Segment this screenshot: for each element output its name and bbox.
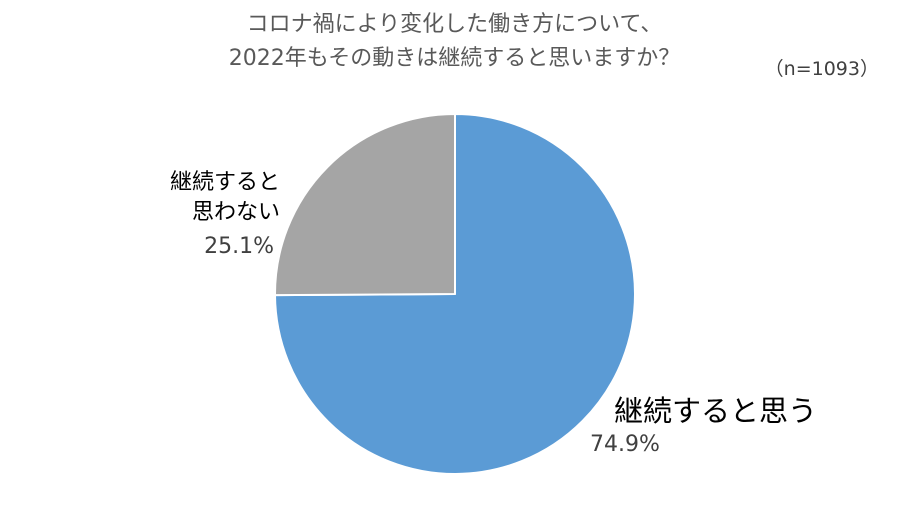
slice-value-do-not-continue: 25.1%: [204, 234, 274, 259]
chart-title: コロナ禍により変化した働き方について、 2022年もその動きは継続すると思います…: [0, 8, 909, 76]
slice-label-do-not-continue: 継続すると 思わない: [150, 168, 280, 228]
pie-slice-continue: [274, 113, 636, 475]
sample-size-label: （n=1093）: [764, 58, 879, 80]
pie-slice-do-not-continue: [274, 113, 456, 297]
slice-label-continue: 継続すると思う: [614, 394, 818, 428]
slice-value-continue: 74.9%: [590, 432, 660, 457]
chart-title-line-2: 2022年もその動きは継続すると思いますか？: [228, 46, 681, 71]
slice-label-do-not-continue-line-1: 継続すると: [169, 170, 280, 195]
slice-label-do-not-continue-line-2: 思わない: [191, 200, 280, 225]
chart-title-line-1: コロナ禍により変化した働き方について、: [246, 12, 663, 37]
